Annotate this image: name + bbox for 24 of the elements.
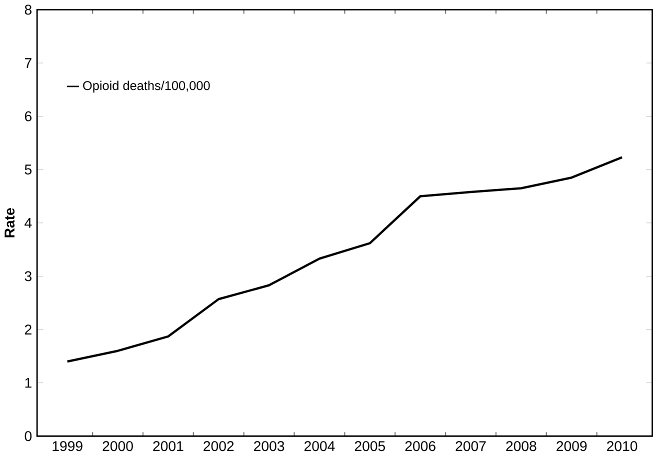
x-tick-label: 1999 xyxy=(52,441,82,452)
x-tick-label: 2005 xyxy=(354,441,386,452)
x-tick-label: 2000 xyxy=(102,441,133,452)
line-series xyxy=(66,156,624,363)
x-tick-label: 2010 xyxy=(607,441,638,452)
y-tick-label: 6 xyxy=(24,111,32,122)
y-axis-title: Rate xyxy=(4,208,15,238)
x-tick-label: 2002 xyxy=(204,441,234,452)
y-tick-label: 2 xyxy=(24,324,32,335)
x-tick-label: 2006 xyxy=(405,441,436,452)
y-tick-label: 5 xyxy=(24,164,32,175)
x-tick-label: 2008 xyxy=(506,441,536,452)
x-tick-label: 2003 xyxy=(254,441,284,452)
x-tick-label: 2009 xyxy=(556,441,587,452)
x-tick-label: 2007 xyxy=(456,441,486,452)
y-tick-label: 7 xyxy=(24,58,32,68)
legend-label: Opioid deaths/100,000 xyxy=(83,80,210,93)
y-tick-label: 0 xyxy=(24,431,32,442)
y-tick-label: 3 xyxy=(24,271,32,282)
x-tick-label: 2004 xyxy=(304,441,335,452)
y-tick-label: 8 xyxy=(24,4,32,15)
x-tick-label: 2001 xyxy=(153,441,184,452)
y-tick-label: 1 xyxy=(25,378,32,388)
y-tick-label: 4 xyxy=(24,218,32,228)
